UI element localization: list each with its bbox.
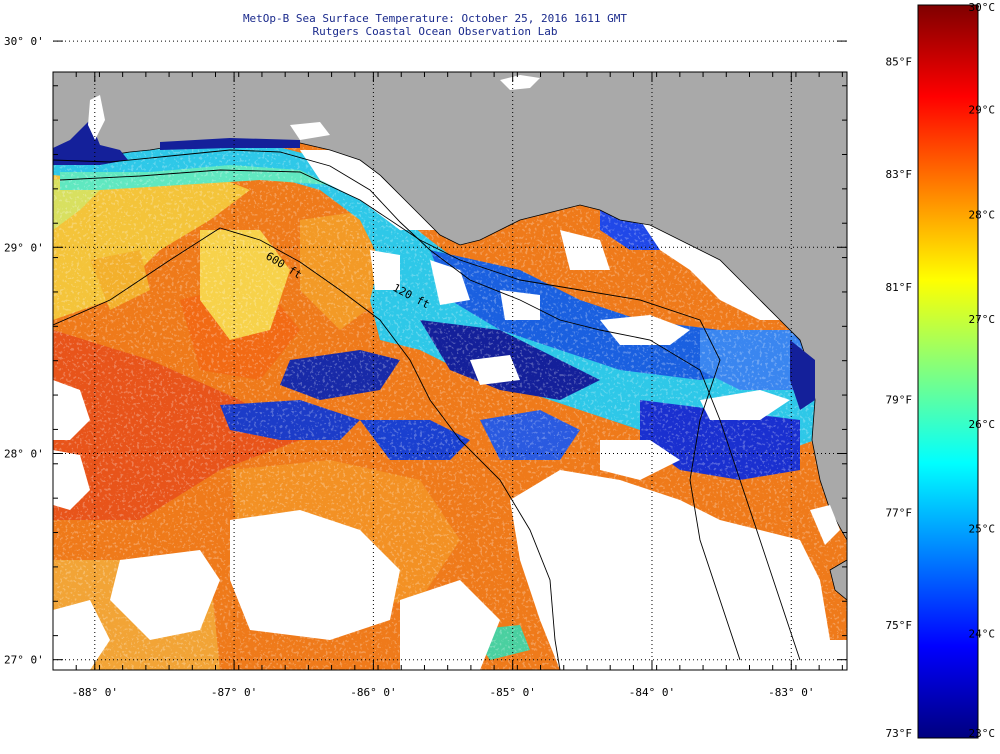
colorbar-gradient	[917, 4, 979, 739]
contour-120ft	[53, 149, 801, 661]
colorbar-fahrenheit-label: 77°F	[886, 506, 913, 519]
colorbar-fahrenheit-label: 73°F	[886, 727, 913, 740]
contour-600ft	[53, 227, 561, 670]
colorbar-celsius-label: 30°C	[969, 1, 996, 14]
map-axes: -88° 0' -87° 0' -86° 0' -85° 0' -84° 0' -83° …	[4, 35, 847, 699]
colorbar-fahrenheit-label: 83°F	[886, 168, 913, 181]
lon-tick-label: -86° 0'	[350, 686, 396, 699]
colorbar-celsius-label: 23°C	[969, 727, 996, 740]
colorbar-celsius-label: 24°C	[969, 627, 996, 640]
colorbar-fahrenheit-label: 85°F	[886, 55, 913, 68]
coastal-cool-fringe	[53, 120, 815, 410]
depth-contours	[53, 149, 801, 670]
colorbar-fahrenheit-label: 79°F	[886, 394, 913, 407]
lon-tick-label: -83° 0'	[768, 686, 814, 699]
lat-tick-label: 29° 0'	[4, 241, 44, 254]
map-title: MetOp-B Sea Surface Temperature: October…	[242, 12, 628, 25]
lon-tick-label: -88° 0'	[72, 686, 118, 699]
contour-coastal	[59, 169, 741, 661]
colorbar-celsius-label: 29°C	[969, 104, 996, 117]
colorbar-celsius-label: 26°C	[969, 418, 996, 431]
colorbar-fahrenheit-label: 81°F	[886, 281, 913, 294]
lon-tick-label: -84° 0'	[629, 686, 675, 699]
coastal-cloud	[88, 75, 840, 545]
map-subtitle: Rutgers Coastal Ocean Observation Lab	[312, 25, 558, 38]
map-plot-area: 600 ft 120 ft	[53, 72, 847, 670]
lat-tick-label: 28° 0'	[4, 447, 44, 460]
lon-tick-label: -87° 0'	[211, 686, 257, 699]
lat-tick-label: 27° 0'	[4, 654, 44, 667]
colorbar-celsius-label: 28°C	[969, 208, 996, 221]
colorbar: 30°C 29°C 28°C 27°C 26°C 25°C 24°C 23°C 85°F 83°F…	[886, 1, 996, 740]
colorbar-celsius-label: 25°C	[969, 523, 996, 536]
lat-tick-label: 30° 0'	[4, 35, 44, 48]
colorbar-celsius-label: 27°C	[969, 313, 996, 326]
lon-tick-label: -85° 0'	[490, 686, 536, 699]
graticule	[53, 40, 847, 670]
map-frame	[52, 71, 848, 671]
colorbar-fahrenheit-label: 75°F	[886, 619, 913, 632]
